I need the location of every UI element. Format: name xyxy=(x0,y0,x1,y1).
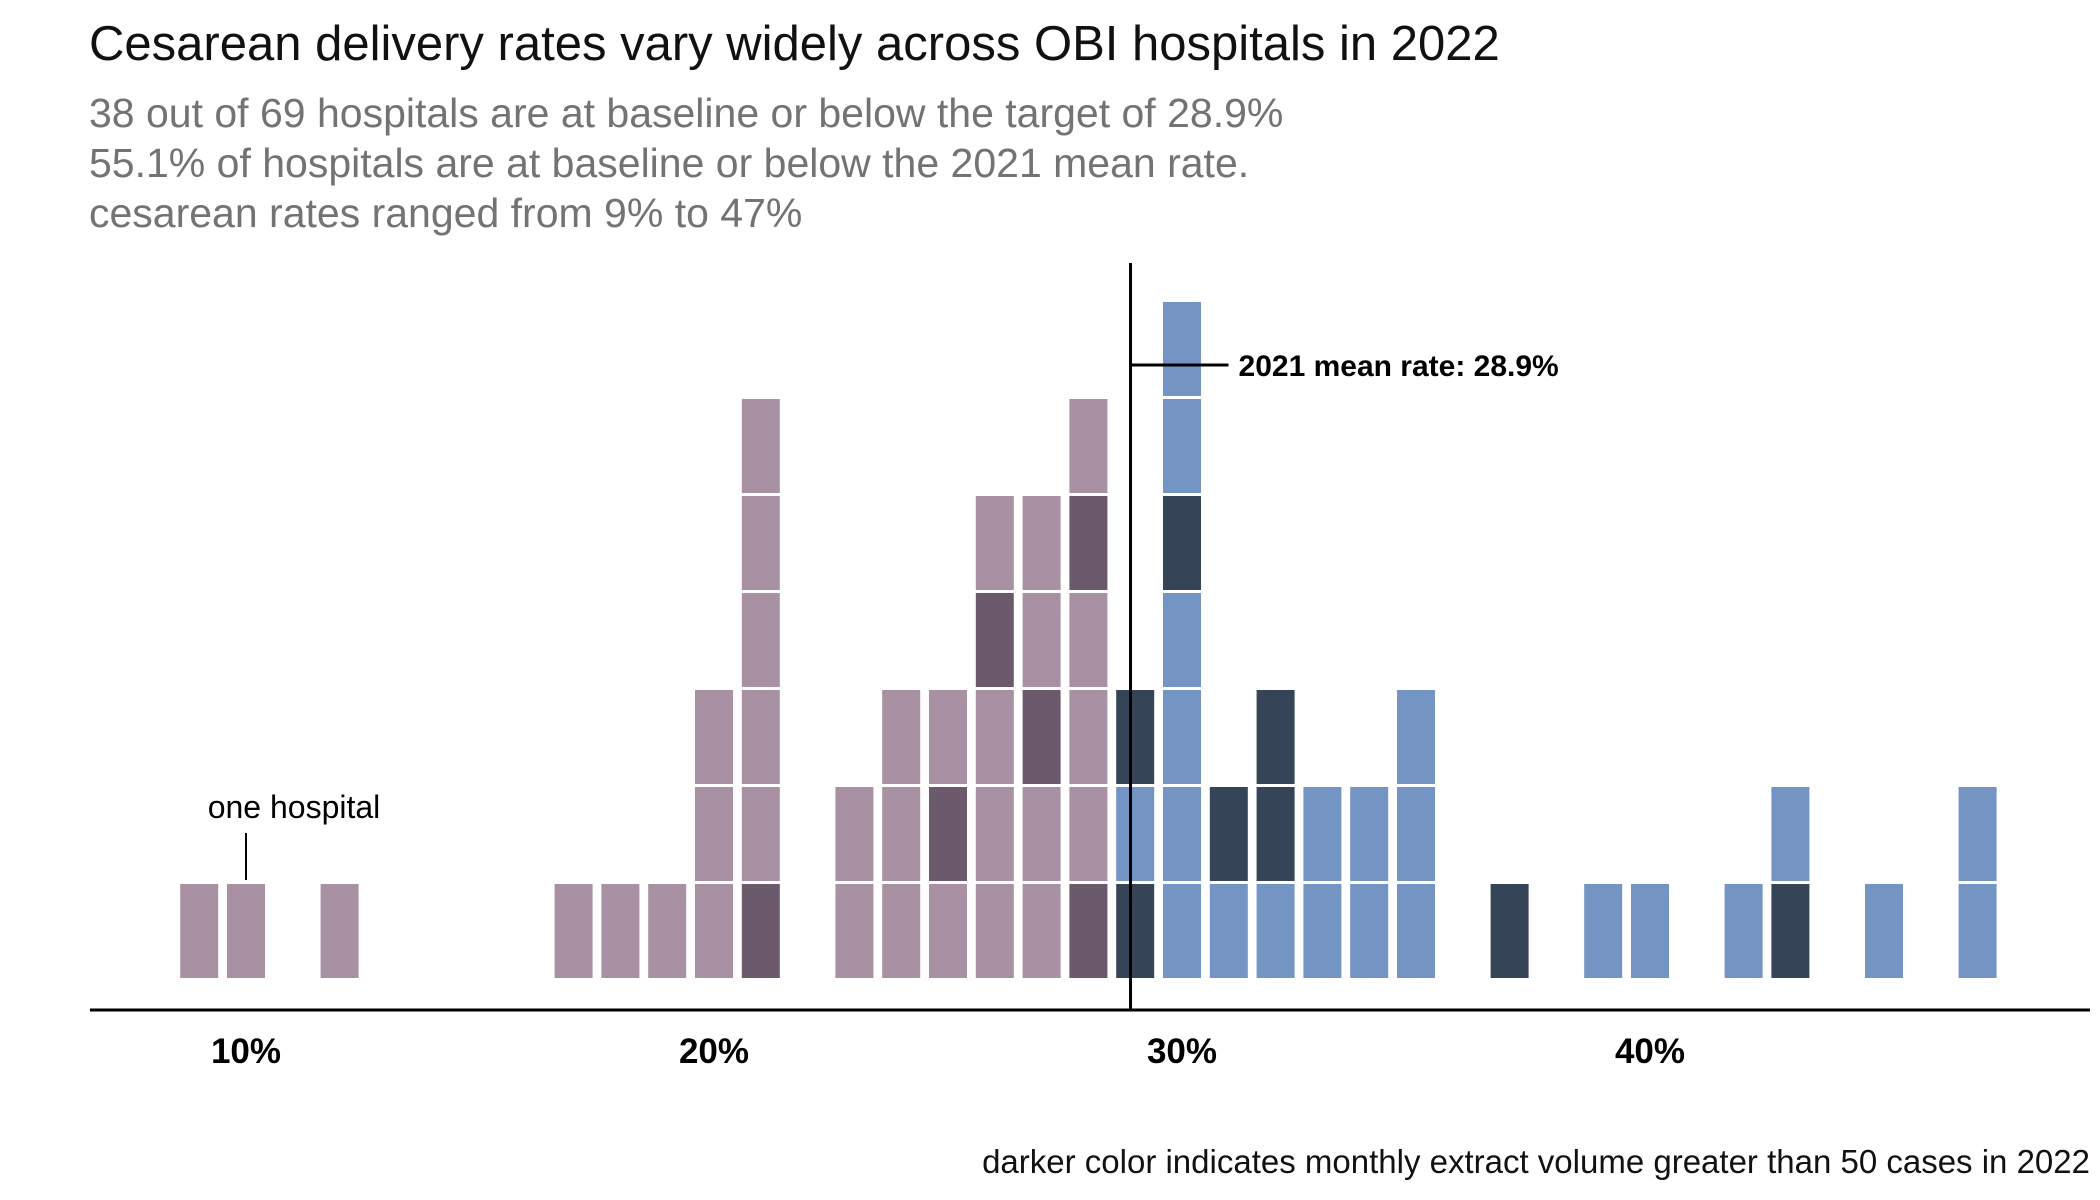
hospital-cell xyxy=(1116,884,1155,978)
hospital-cell xyxy=(741,593,780,687)
hospital-cell xyxy=(1631,884,1669,978)
hospital-cell xyxy=(1771,884,1810,978)
hospital-cell xyxy=(180,884,219,978)
hospital-cell xyxy=(1303,884,1342,978)
hospital-cell xyxy=(695,884,733,978)
hospital-cell xyxy=(882,787,921,881)
hospital-cell xyxy=(1163,690,1201,784)
hospital-cell xyxy=(554,884,593,978)
hospital-cell xyxy=(1256,787,1295,881)
hospital-cell xyxy=(1256,690,1295,784)
chart-caption: darker color indicates monthly extract v… xyxy=(982,1143,2090,1180)
hospital-cell xyxy=(741,884,780,978)
hospital-cell xyxy=(1771,787,1810,881)
hospital-cell xyxy=(741,496,780,590)
hospital-cell xyxy=(1069,399,1108,493)
hospital-cell xyxy=(1303,787,1342,881)
hospital-cell xyxy=(975,787,1014,881)
hospital-cell xyxy=(1397,787,1435,881)
hospital-cell xyxy=(1209,787,1248,881)
hospital-cell xyxy=(741,787,780,881)
hospital-cell xyxy=(929,690,967,784)
subtitle-line-2: 55.1% of hospitals are at baseline or be… xyxy=(89,140,1250,186)
hospital-cell xyxy=(1584,884,1623,978)
hospital-cell xyxy=(1350,884,1389,978)
hospital-cell xyxy=(1022,884,1061,978)
annotation-one-hospital: one hospital xyxy=(208,789,381,825)
hospital-cell xyxy=(1022,787,1061,881)
hospital-cell xyxy=(741,399,780,493)
hospital-cell xyxy=(1209,884,1248,978)
hospital-cell xyxy=(601,884,640,978)
x-tick-label: 10% xyxy=(211,1032,281,1071)
hospital-cell xyxy=(741,690,780,784)
hospital-cell xyxy=(929,884,967,978)
hospital-cell xyxy=(1069,787,1108,881)
hospital-cell xyxy=(1163,593,1201,687)
hospital-cell xyxy=(882,884,921,978)
hospital-cell xyxy=(695,787,733,881)
hospital-cell xyxy=(1163,884,1201,978)
subtitle-line-1: 38 out of 69 hospitals are at baseline o… xyxy=(89,90,1284,136)
hospital-cell xyxy=(975,593,1014,687)
hospital-cell xyxy=(227,884,265,978)
hospital-cell xyxy=(1865,884,1903,978)
hospital-cell xyxy=(975,496,1014,590)
hospital-cell xyxy=(1069,593,1108,687)
hospital-cell xyxy=(1163,787,1201,881)
hospital-cell xyxy=(1490,884,1529,978)
hospital-cell xyxy=(1397,690,1435,784)
hospital-cell xyxy=(1958,787,1997,881)
hospital-cell xyxy=(1069,884,1108,978)
hospital-cell xyxy=(835,884,874,978)
hospital-cell xyxy=(1022,496,1061,590)
hospital-cell xyxy=(1116,787,1155,881)
x-tick-label: 20% xyxy=(679,1032,749,1071)
hospital-cell xyxy=(1397,884,1435,978)
hospital-cell xyxy=(835,787,874,881)
hospital-cell xyxy=(320,884,359,978)
hospital-cell xyxy=(975,884,1014,978)
hospital-cell xyxy=(648,884,687,978)
hospital-cell xyxy=(1163,399,1201,493)
x-tick-label: 40% xyxy=(1615,1032,1685,1071)
hospital-cell xyxy=(882,690,921,784)
hospital-cell xyxy=(695,690,733,784)
hospital-cell xyxy=(1958,884,1997,978)
hospital-cell xyxy=(1724,884,1763,978)
x-axis-ticks: 10% 20% 30% 40% xyxy=(211,1032,1685,1071)
mean-rate-label: 2021 mean rate: 28.9% xyxy=(1239,350,1559,383)
hospital-cell xyxy=(1163,302,1201,396)
hospital-cell xyxy=(1022,593,1061,687)
hospital-cell xyxy=(1256,884,1295,978)
hospital-cell xyxy=(929,787,967,881)
hospital-cell xyxy=(1022,690,1061,784)
hospital-cell xyxy=(975,690,1014,784)
subtitle-line-3: cesarean rates ranged from 9% to 47% xyxy=(89,190,803,236)
hospital-cell xyxy=(1116,690,1155,784)
x-tick-label: 30% xyxy=(1147,1032,1217,1071)
chart-title: Cesarean delivery rates vary widely acro… xyxy=(89,17,1500,71)
hospital-cell xyxy=(1163,496,1201,590)
bars-layer xyxy=(180,302,1997,978)
hospital-cell xyxy=(1069,690,1108,784)
hospital-cell xyxy=(1350,787,1389,881)
hospital-cell xyxy=(1069,496,1108,590)
